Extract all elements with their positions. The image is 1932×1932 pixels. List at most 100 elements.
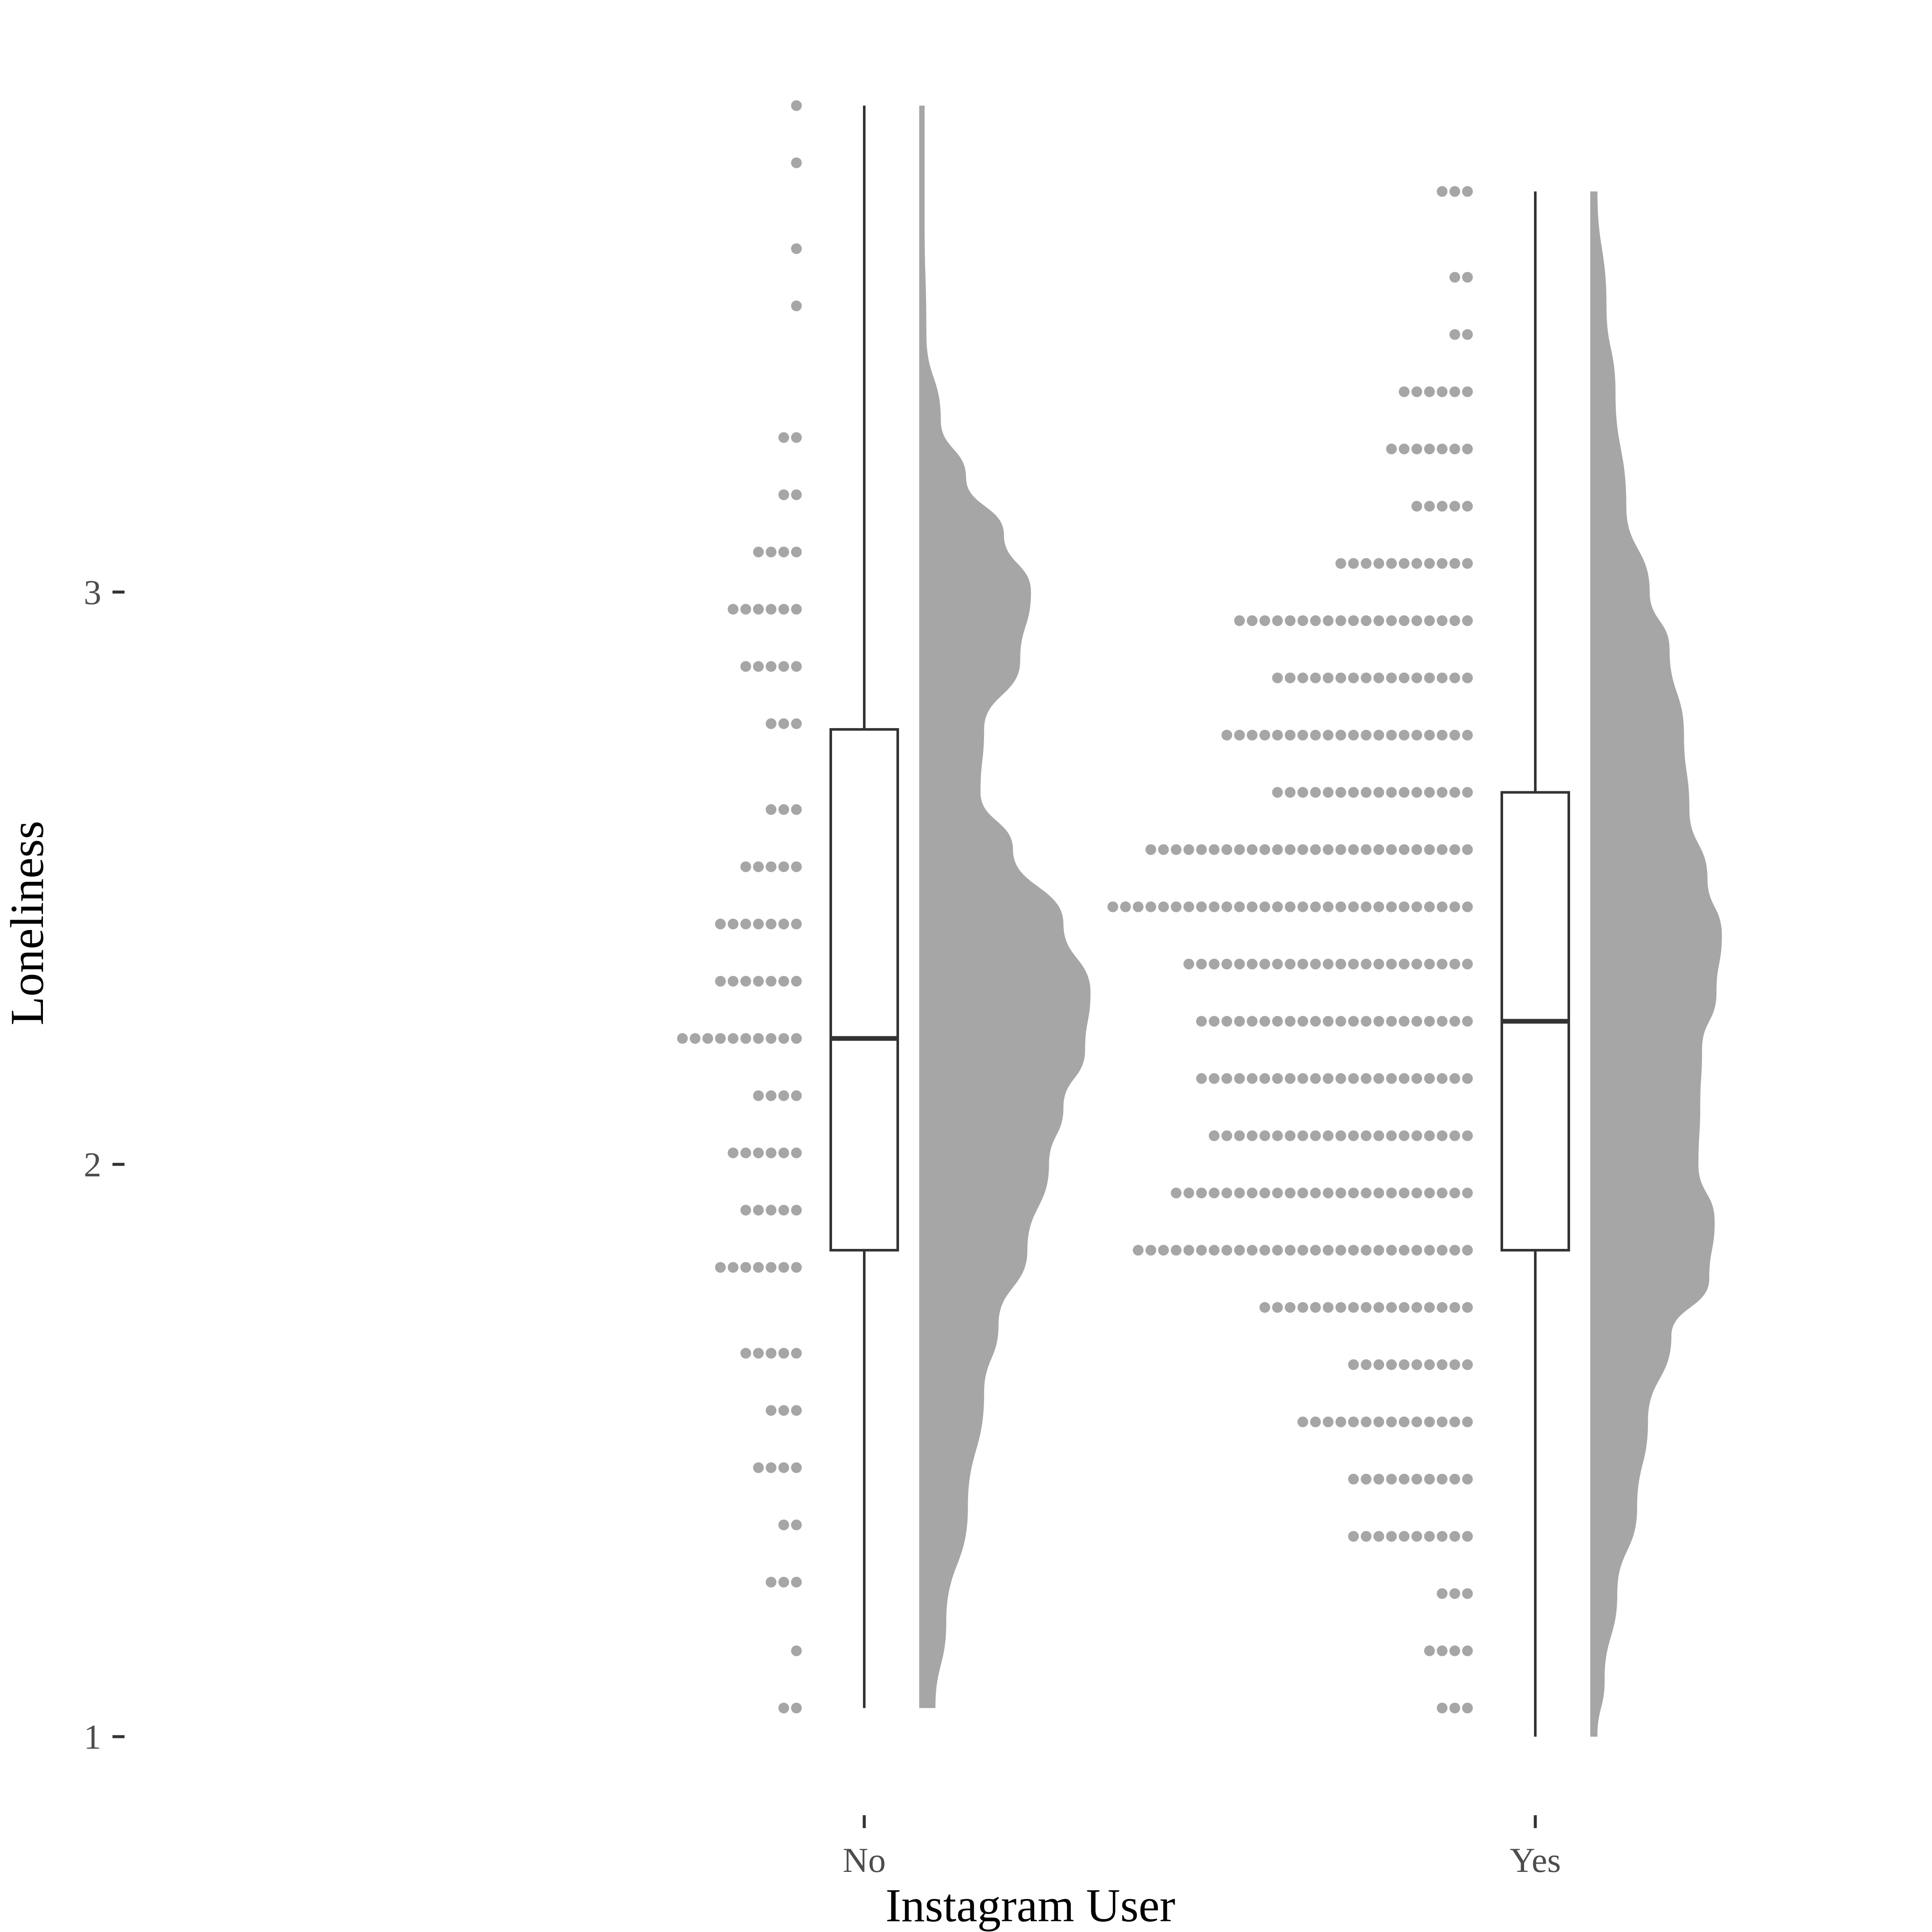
data-dot xyxy=(1348,787,1359,798)
data-dot xyxy=(753,1462,764,1473)
data-dot xyxy=(1158,901,1169,912)
data-dot xyxy=(1437,1531,1448,1542)
data-dot xyxy=(1310,1073,1321,1084)
data-dot xyxy=(1221,1073,1232,1084)
data-dot xyxy=(1437,615,1448,626)
data-dot xyxy=(1361,729,1372,741)
data-dot xyxy=(778,1405,789,1416)
data-dot xyxy=(1411,1188,1422,1199)
data-dot xyxy=(1373,1130,1384,1141)
data-dot xyxy=(1449,1188,1460,1199)
data-dot xyxy=(1272,958,1283,969)
data-dot xyxy=(1259,1302,1270,1313)
data-dot xyxy=(1335,1130,1346,1141)
data-dot xyxy=(791,918,802,930)
data-dot xyxy=(778,432,789,443)
data-dot xyxy=(1373,787,1384,798)
data-dot xyxy=(1424,386,1435,397)
data-dot xyxy=(1133,1245,1144,1256)
data-dot xyxy=(1411,386,1422,397)
data-dot xyxy=(753,547,764,558)
data-dot xyxy=(1209,1130,1220,1141)
data-dot xyxy=(1437,1188,1448,1199)
data-dot xyxy=(1411,672,1422,683)
data-dot xyxy=(1373,1531,1384,1542)
data-dot xyxy=(740,1205,751,1216)
data-dot xyxy=(1297,1188,1308,1199)
data-dot xyxy=(1310,1245,1321,1256)
y-axis: 1 2 3 xyxy=(84,573,125,1756)
data-dot xyxy=(1462,1073,1473,1084)
data-dot xyxy=(1449,1416,1460,1428)
data-dot xyxy=(1247,1016,1258,1027)
data-dot xyxy=(791,718,802,729)
data-dot xyxy=(1437,444,1448,455)
data-dot xyxy=(1399,729,1410,741)
data-dot xyxy=(1285,1016,1296,1027)
data-dot xyxy=(677,1033,688,1044)
data-dot xyxy=(1424,1130,1435,1141)
data-dot xyxy=(1411,787,1422,798)
data-dot xyxy=(766,1348,777,1359)
data-dot xyxy=(1411,1473,1422,1485)
data-dot xyxy=(791,1205,802,1216)
data-dot xyxy=(728,975,738,987)
data-dot xyxy=(1209,1188,1220,1199)
data-dot xyxy=(1361,1073,1372,1084)
data-dot xyxy=(1373,844,1384,855)
data-dot xyxy=(1449,501,1460,512)
data-dot xyxy=(1361,1416,1372,1428)
data-dot xyxy=(1373,1188,1384,1199)
data-dot xyxy=(766,1090,777,1101)
data-dot xyxy=(1297,1302,1308,1313)
plot-area xyxy=(677,100,1722,1737)
data-dot xyxy=(778,804,789,815)
data-dot xyxy=(1323,901,1334,912)
data-dot xyxy=(1373,729,1384,741)
data-dot xyxy=(1399,1302,1410,1313)
data-dot xyxy=(728,918,738,930)
data-dot xyxy=(1462,1359,1473,1370)
data-dot xyxy=(1462,501,1473,512)
data-dot xyxy=(1386,729,1397,741)
data-dot xyxy=(740,1033,751,1044)
data-dot xyxy=(1285,901,1296,912)
data-dot xyxy=(1310,901,1321,912)
data-dot xyxy=(1462,901,1473,912)
data-dot xyxy=(766,604,777,615)
data-dot xyxy=(1399,787,1410,798)
data-dot xyxy=(1399,444,1410,455)
data-dot xyxy=(1449,444,1460,455)
data-dot xyxy=(1297,672,1308,683)
data-dot xyxy=(1285,729,1296,741)
data-dot xyxy=(1411,958,1422,969)
data-dot xyxy=(1272,672,1283,683)
data-dot xyxy=(1399,1188,1410,1199)
data-dot xyxy=(766,547,777,558)
data-dot xyxy=(1437,186,1448,197)
data-dot xyxy=(1335,672,1346,683)
data-dot xyxy=(1386,615,1397,626)
data-dot xyxy=(1183,1188,1194,1199)
data-dot xyxy=(1462,272,1473,283)
x-tick-label: No xyxy=(843,1841,886,1880)
data-dot xyxy=(1348,1073,1359,1084)
data-dot xyxy=(1424,901,1435,912)
data-dot xyxy=(1145,1245,1156,1256)
data-dot xyxy=(1348,672,1359,683)
data-dot xyxy=(778,1702,789,1713)
data-dot xyxy=(778,547,789,558)
data-dot xyxy=(1424,558,1435,569)
data-dot xyxy=(1437,1302,1448,1313)
data-dot xyxy=(1323,1130,1334,1141)
data-dot xyxy=(1386,1359,1397,1370)
data-dot xyxy=(1297,615,1308,626)
data-dot xyxy=(1386,672,1397,683)
data-dot xyxy=(1437,1588,1448,1599)
data-dot xyxy=(1196,1073,1207,1084)
data-dot xyxy=(740,918,751,930)
data-dot xyxy=(778,1519,789,1531)
data-dot xyxy=(1348,1531,1359,1542)
data-dot xyxy=(1297,1130,1308,1141)
data-dot xyxy=(778,718,789,729)
